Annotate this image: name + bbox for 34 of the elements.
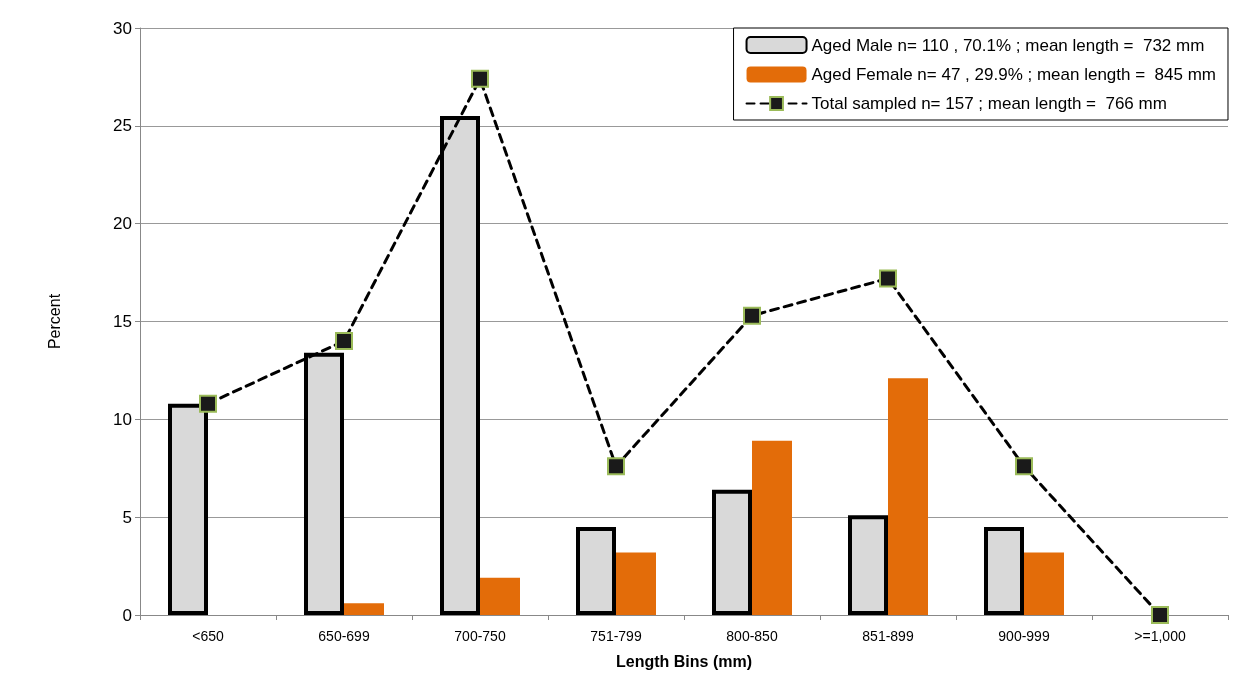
bar — [888, 378, 928, 615]
y-axis-title: Percent — [45, 293, 63, 350]
x-tick-label: 800-850 — [726, 628, 778, 644]
y-tick-label: 5 — [122, 507, 132, 527]
point — [1151, 606, 1169, 624]
bar — [616, 552, 656, 615]
bar — [480, 577, 520, 615]
point — [471, 69, 489, 88]
y-tick-label: 20 — [113, 214, 132, 234]
bar — [1024, 552, 1064, 615]
point — [743, 306, 761, 325]
x-tick-label: 700-750 — [454, 628, 506, 644]
legend-label: Aged Female n= 47 , 29.9% ; mean length = 845 mm — [811, 65, 1216, 84]
x-tick-label: 650-699 — [318, 628, 370, 644]
point — [1015, 457, 1033, 476]
x-tick-label: <650 — [192, 628, 224, 644]
x-tick-label: >=1,000 — [1134, 628, 1186, 644]
y-tick-label: 15 — [113, 312, 132, 331]
point — [607, 457, 625, 476]
y-tick-label: 10 — [113, 409, 132, 429]
y-tick-label: 25 — [113, 116, 132, 136]
y-tick-label: 0 — [122, 605, 132, 625]
point — [199, 394, 217, 413]
x-axis-title: Length Bins (mm) — [616, 652, 752, 670]
legend-label: Aged Male n= 110 , 70.1% ; mean length = 732 mm — [811, 35, 1205, 55]
y-tick-label: 30 — [113, 18, 132, 38]
point — [335, 332, 353, 351]
bar — [752, 440, 792, 615]
x-tick-label: 751-799 — [590, 628, 642, 644]
x-tick-label: 900-999 — [998, 628, 1050, 644]
bar — [344, 603, 384, 615]
point — [879, 269, 897, 288]
x-tick-label: 851-899 — [862, 628, 914, 644]
legend-label: Total sampled n= 157 ; mean length = 766 mm — [811, 94, 1167, 113]
